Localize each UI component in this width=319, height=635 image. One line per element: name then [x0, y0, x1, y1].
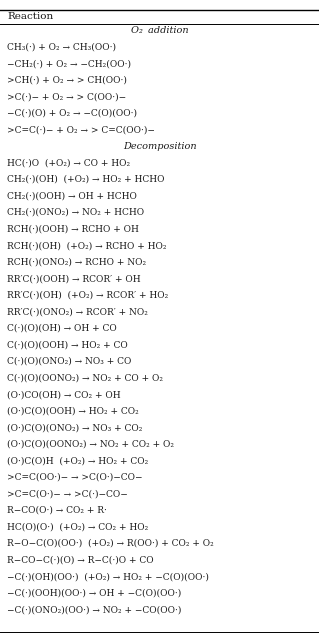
Text: −C(·)(O) + O₂ → −C(O)(OO·): −C(·)(O) + O₂ → −C(O)(OO·) [7, 109, 137, 117]
Text: (O·)CO(OH) → CO₂ + OH: (O·)CO(OH) → CO₂ + OH [7, 390, 121, 399]
Text: HC(·)O  (+O₂) → CO + HO₂: HC(·)O (+O₂) → CO + HO₂ [7, 158, 130, 168]
Text: RCH(·)(OH)  (+O₂) → RCHO + HO₂: RCH(·)(OH) (+O₂) → RCHO + HO₂ [7, 241, 167, 250]
Text: C(·)(O)(ONO₂) → NO₃ + CO: C(·)(O)(ONO₂) → NO₃ + CO [7, 357, 131, 366]
Text: >C=C(·)− + O₂ → > C=C(OO·)−: >C=C(·)− + O₂ → > C=C(OO·)− [7, 125, 155, 134]
Text: RR′C(·)(OOH) → RCOR′ + OH: RR′C(·)(OOH) → RCOR′ + OH [7, 274, 141, 283]
Text: HC(O)(O·)  (+O₂) → CO₂ + HO₂: HC(O)(O·) (+O₂) → CO₂ + HO₂ [7, 523, 148, 531]
Text: >C=C(OO·)− → >C(O·)−CO−: >C=C(OO·)− → >C(O·)−CO− [7, 473, 143, 482]
Text: CH₃(·) + O₂ → CH₃(OO·): CH₃(·) + O₂ → CH₃(OO·) [7, 43, 116, 51]
Text: (O·)C(O)H  (+O₂) → HO₂ + CO₂: (O·)C(O)H (+O₂) → HO₂ + CO₂ [7, 456, 148, 465]
Text: R−CO(O·) → CO₂ + R·: R−CO(O·) → CO₂ + R· [7, 506, 107, 515]
Text: >C(·)− + O₂ → > C(OO·)−: >C(·)− + O₂ → > C(OO·)− [7, 92, 126, 101]
Text: R−O−C(O)(OO·)  (+O₂) → R(OO·) + CO₂ + O₂: R−O−C(O)(OO·) (+O₂) → R(OO·) + CO₂ + O₂ [7, 539, 214, 548]
Text: O₂  addition: O₂ addition [131, 26, 188, 35]
Text: C(·)(O)(OONO₂) → NO₂ + CO + O₂: C(·)(O)(OONO₂) → NO₂ + CO + O₂ [7, 373, 163, 382]
Text: RCH(·)(ONO₂) → RCHO + NO₂: RCH(·)(ONO₂) → RCHO + NO₂ [7, 258, 146, 267]
Text: >CH(·) + O₂ → > CH(OO·): >CH(·) + O₂ → > CH(OO·) [7, 76, 127, 84]
Text: C(·)(O)(OOH) → HO₂ + CO: C(·)(O)(OOH) → HO₂ + CO [7, 340, 128, 349]
Text: −CH₂(·) + O₂ → −CH₂(OO·): −CH₂(·) + O₂ → −CH₂(OO·) [7, 59, 131, 68]
Text: (O·)C(O)(OOH) → HO₂ + CO₂: (O·)C(O)(OOH) → HO₂ + CO₂ [7, 406, 139, 415]
Text: RR′C(·)(ONO₂) → RCOR′ + NO₂: RR′C(·)(ONO₂) → RCOR′ + NO₂ [7, 307, 148, 316]
Text: RCH(·)(OOH) → RCHO + OH: RCH(·)(OOH) → RCHO + OH [7, 225, 139, 234]
Text: RR′C(·)(OH)  (+O₂) → RCOR′ + HO₂: RR′C(·)(OH) (+O₂) → RCOR′ + HO₂ [7, 291, 168, 300]
Text: R−CO−C(·)(O) → R−C(·)O + CO: R−CO−C(·)(O) → R−C(·)O + CO [7, 556, 154, 565]
Text: >C=C(O·)− → >C(·)−CO−: >C=C(O·)− → >C(·)−CO− [7, 490, 128, 498]
Text: CH₂(·)(ONO₂) → NO₂ + HCHO: CH₂(·)(ONO₂) → NO₂ + HCHO [7, 208, 144, 217]
Text: (O·)C(O)(OONO₂) → NO₂ + CO₂ + O₂: (O·)C(O)(OONO₂) → NO₂ + CO₂ + O₂ [7, 439, 174, 449]
Text: −C(·)(OH)(OO·)  (+O₂) → HO₂ + −C(O)(OO·): −C(·)(OH)(OO·) (+O₂) → HO₂ + −C(O)(OO·) [7, 572, 209, 581]
Text: −C(·)(OOH)(OO·) → OH + −C(O)(OO·): −C(·)(OOH)(OO·) → OH + −C(O)(OO·) [7, 589, 181, 598]
Text: Decomposition: Decomposition [123, 142, 196, 151]
Text: −C(·)(ONO₂)(OO·) → NO₂ + −CO(OO·): −C(·)(ONO₂)(OO·) → NO₂ + −CO(OO·) [7, 605, 182, 614]
Text: CH₂(·)(OH)  (+O₂) → HO₂ + HCHO: CH₂(·)(OH) (+O₂) → HO₂ + HCHO [7, 175, 165, 184]
Text: Reaction: Reaction [7, 12, 53, 21]
Text: CH₂(·)(OOH) → OH + HCHO: CH₂(·)(OOH) → OH + HCHO [7, 192, 137, 201]
Text: C(·)(O)(OH) → OH + CO: C(·)(O)(OH) → OH + CO [7, 324, 117, 333]
Text: (O·)C(O)(ONO₂) → NO₃ + CO₂: (O·)C(O)(ONO₂) → NO₃ + CO₂ [7, 423, 142, 432]
